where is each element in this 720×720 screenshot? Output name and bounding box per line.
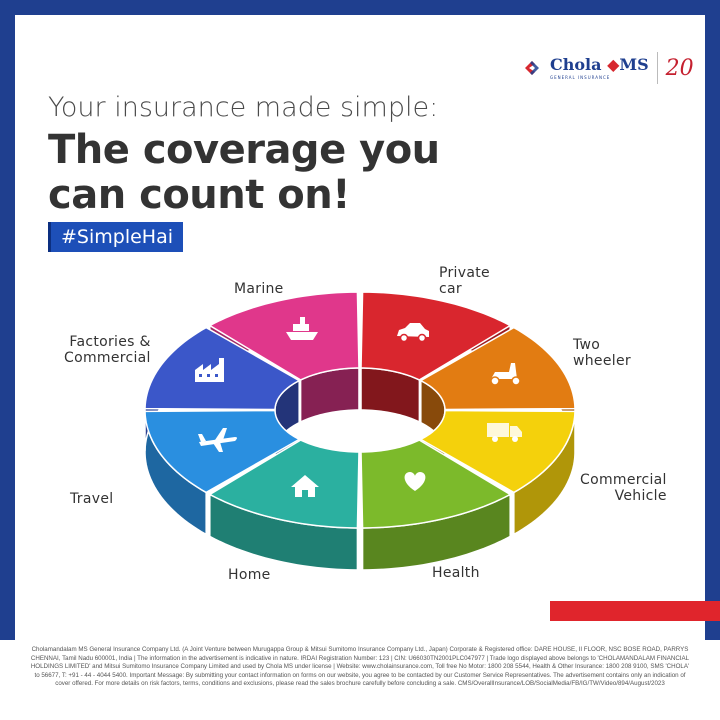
- chola-emblem-icon: [525, 61, 539, 75]
- scooter-icon: [490, 363, 521, 386]
- segment-house: [209, 439, 360, 529]
- segment-truck: [420, 409, 576, 494]
- ship-icon: [286, 317, 318, 340]
- label-two-wheeler: Two wheeler: [573, 337, 631, 369]
- car-icon: [397, 323, 429, 343]
- headline-line-2: can count on!: [48, 172, 350, 218]
- headline-intro: Your insurance made simple:: [48, 92, 439, 123]
- label-health: Health: [432, 565, 480, 581]
- headline-main: The coverage you can count on!: [48, 128, 440, 218]
- brand-name-ms: MS: [619, 54, 649, 74]
- label-private-car: Private car: [439, 265, 490, 297]
- segment-heart: [360, 439, 511, 529]
- anniversary-mark: 20: [665, 55, 694, 81]
- content-area: [15, 15, 705, 640]
- accent-bar: [550, 601, 720, 621]
- heart-icon: [404, 472, 426, 491]
- hashtag-badge: #SimpleHai: [48, 222, 184, 252]
- airplane-icon: [198, 428, 237, 452]
- logo-divider: [656, 52, 658, 84]
- segment-scooter: [420, 326, 576, 411]
- brand-subtitle: GENERAL INSURANCE: [550, 74, 611, 80]
- brand-name: Chola: [550, 54, 602, 74]
- label-travel: Travel: [70, 491, 114, 507]
- segment-car: [360, 291, 511, 381]
- label-commercial-vehicle: Commercial Vehicle: [580, 472, 667, 504]
- chola-ms-logo: Chola ◆MS GENERAL INSURANCE 20: [522, 52, 694, 84]
- headline-line-1: The coverage you: [48, 127, 440, 173]
- label-home: Home: [228, 567, 271, 583]
- truck-icon: [487, 423, 522, 442]
- label-factories: Factories & Commercial: [64, 334, 151, 366]
- disclaimer-text: Cholamandalam MS General Insurance Compa…: [30, 646, 690, 688]
- house-icon: [291, 475, 319, 497]
- segment-ship: [209, 291, 360, 381]
- factory-icon: [195, 358, 224, 382]
- label-marine: Marine: [234, 281, 284, 297]
